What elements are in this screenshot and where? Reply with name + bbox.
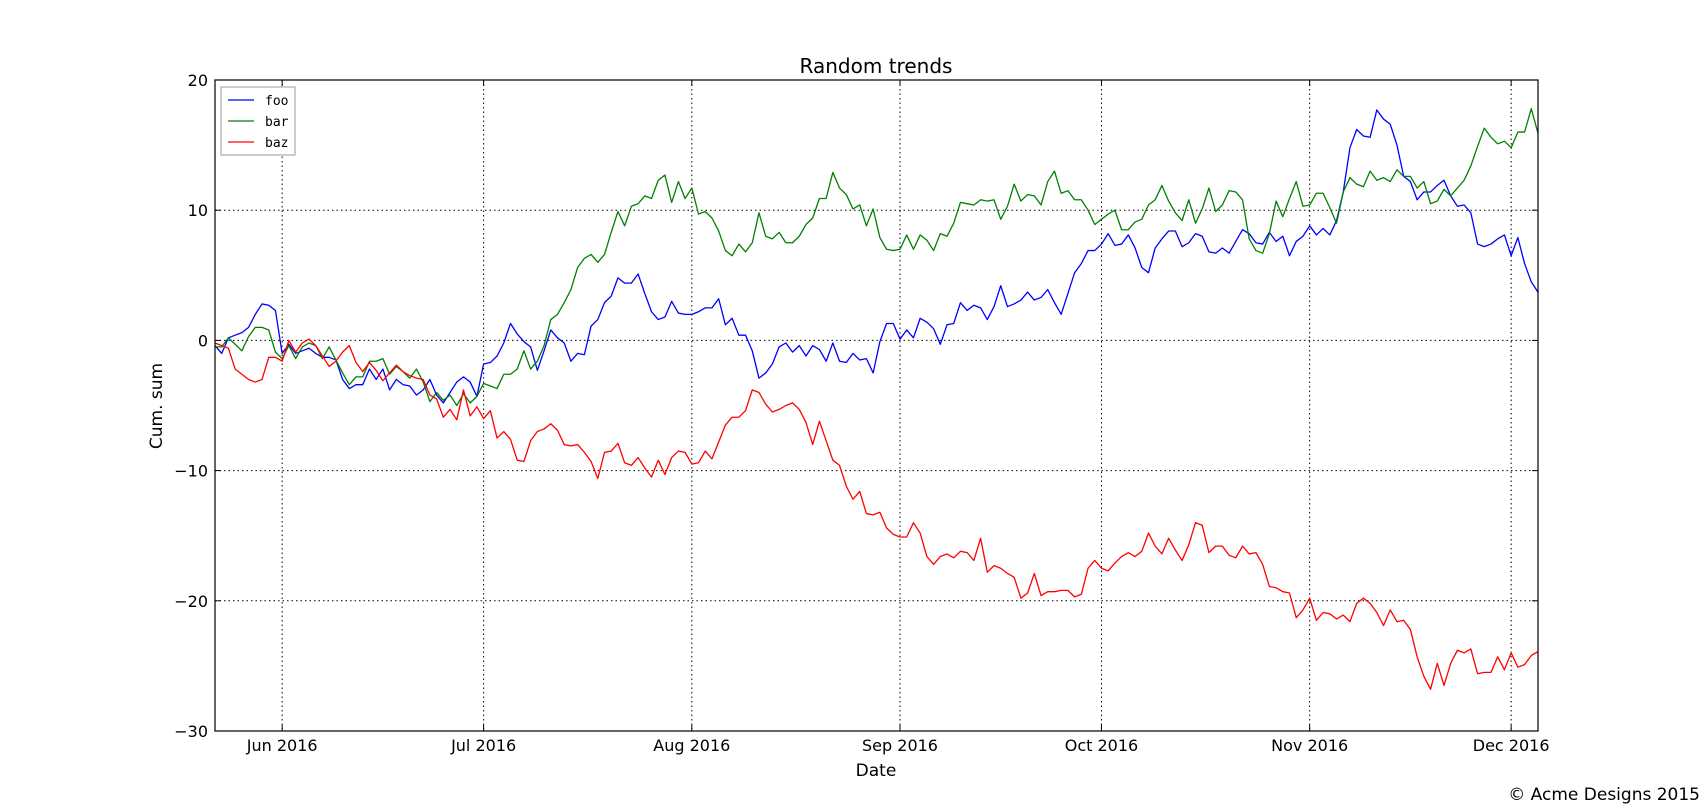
legend-label-baz: baz [265,136,288,151]
grid-lines [215,79,1538,732]
x-tick-label: Aug 2016 [653,736,730,755]
legend-label-foo: foo [265,94,288,109]
series-lines [215,107,1538,690]
y-tick-label: 0 [198,331,208,350]
x-tick-label: Nov 2016 [1271,736,1348,755]
chart-title: Random trends [800,54,953,78]
y-tick-label: −20 [174,592,208,611]
plot-area-frame [214,79,1539,732]
copyright-notice: © Acme Designs 2015 [1508,785,1700,805]
legend-label-bar: bar [265,115,289,130]
x-tick-label: Jul 2016 [450,736,516,755]
y-tick-label: 20 [188,71,208,90]
x-tick-label: Oct 2016 [1065,736,1138,755]
x-tick-label: Dec 2016 [1473,736,1550,755]
x-tick-label: Jun 2016 [246,736,318,755]
series-line-bar [215,107,1538,407]
legend: foo bar baz [220,86,296,156]
y-tick-label: −10 [174,462,208,481]
y-axis-label: Cum. sum [147,363,167,449]
y-tick-label: 10 [188,201,208,220]
x-axis-label: Date [856,761,897,781]
x-tick-label: Sep 2016 [862,736,938,755]
y-tick-label: −30 [174,722,208,741]
series-line-baz [215,338,1538,690]
axis-ticks: Jun 2016 Jul 2016 Aug 2016 Sep 2016 Oct 2016… [174,71,1549,755]
series-line-foo [215,109,1538,404]
